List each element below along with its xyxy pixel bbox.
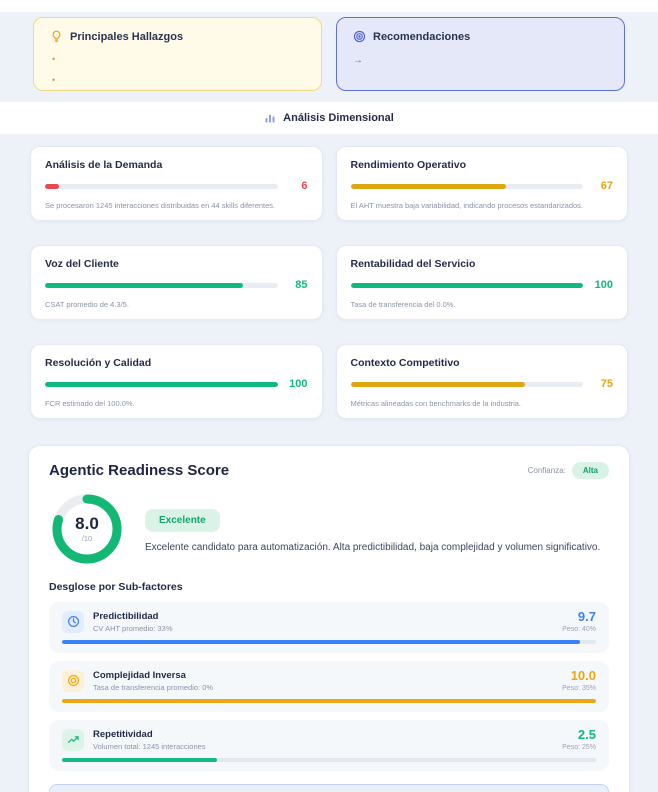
subfactor-weight: Peso: 40% [562, 626, 596, 633]
finding-bullet: • [52, 54, 56, 64]
subfactor-bar-track [62, 758, 596, 762]
dimension-title: Contexto Competitivo [350, 357, 460, 369]
dimension-title: Rendimiento Operativo [350, 159, 467, 171]
gauge-score-max: /10 [81, 534, 93, 543]
subfactor-detail: Tasa de transferencia promedio: 0% [93, 682, 214, 692]
dimension-score: 6 [301, 180, 308, 192]
subfactor-bar-fill [62, 640, 580, 644]
dimension-title: Voz del Cliente [45, 258, 119, 270]
clock-icon [62, 610, 84, 633]
subfactor-predictibilidad: Predictibilidad CV AHT promedio: 33% 9.7… [49, 602, 609, 653]
gauge-score: 8.0 [75, 514, 99, 533]
dimensional-header: Análisis Dimensional [0, 102, 658, 134]
recommendations-title: Recomendaciones [373, 30, 471, 43]
trend-up-icon [62, 728, 84, 751]
score-gauge: 8.0 /10 [49, 491, 125, 567]
methodology-note: Nota: El Agentic Readiness Score evalúa … [49, 784, 609, 792]
lightbulb-icon [50, 30, 63, 43]
finding-bullet: • [52, 75, 56, 85]
agentic-readiness-card: Agentic Readiness Score Confianza: Alta … [28, 445, 630, 792]
dimension-description: El AHT muestra baja variabilidad, indica… [350, 201, 584, 210]
dimension-grid: Análisis de la Demanda 6 Se procesaron 1… [0, 134, 658, 419]
subfactor-bar-track [62, 699, 596, 703]
dimension-title: Rentabilidad del Servicio [350, 258, 476, 270]
summary-row: Principales Hallazgos • • Recomendacione… [0, 12, 658, 91]
subfactor-bar-fill [62, 758, 217, 762]
subfactor-bar-track [62, 640, 596, 644]
subfactor-detail: Volumen total: 1245 interacciones [93, 741, 206, 751]
subfactor-complejidad: Complejidad Inversa Tasa de transferenci… [49, 661, 609, 712]
confidence-badge: Alta [571, 462, 609, 479]
findings-title: Principales Hallazgos [70, 30, 184, 43]
score-gauge-arc [52, 494, 122, 564]
recommendation-arrow: → [353, 55, 363, 66]
dimension-card-demanda: Análisis de la Demanda 6 Se procesaron 1… [30, 146, 323, 221]
dimension-title: Análisis de la Demanda [45, 159, 163, 171]
score-bar-fill [350, 381, 525, 387]
dimension-description: FCR estimado del 100.0%. [45, 399, 135, 408]
subfactor-value: 2.5 [577, 727, 596, 742]
subfactor-value: 9.7 [577, 609, 596, 624]
dimension-card-resolucion: Resolución y Calidad 100 FCR estimado de… [30, 344, 323, 419]
rating-badge: Excelente [145, 509, 220, 532]
subfactor-weight: Peso: 25% [562, 744, 596, 751]
subfactor-name: Predictibilidad [93, 610, 159, 622]
findings-card: Principales Hallazgos • • [33, 17, 322, 91]
agentic-title: Agentic Readiness Score [49, 462, 230, 479]
score-bar-track [350, 381, 583, 387]
dimension-card-rendimiento: Rendimiento Operativo 67 El AHT muestra … [335, 146, 628, 221]
score-bar-track [45, 183, 278, 189]
score-bar-track [350, 282, 583, 288]
subfactor-repetitividad: Repetitividad Volumen total: 1245 intera… [49, 720, 609, 771]
subfactor-name: Repetitividad [93, 728, 153, 740]
target-circles-icon [62, 669, 84, 692]
score-bar-fill [45, 183, 59, 189]
score-bar-fill [45, 381, 278, 387]
dimension-card-voz: Voz del Cliente 85 CSAT promedio de 4.3/… [30, 245, 323, 320]
subfactors-title: Desglose por Sub-factores [49, 581, 183, 593]
score-bar-track [45, 282, 278, 288]
confidence-label: Confianza: [527, 466, 566, 475]
dimension-description: Métricas alineadas con benchmarks de la … [350, 399, 522, 408]
dimension-description: Tasa de transferencia del 0.0%. [350, 300, 456, 309]
agentic-description: Excelente candidato para automatización.… [145, 542, 601, 553]
recommendations-card: Recomendaciones → [336, 17, 625, 91]
subfactor-detail: CV AHT promedio: 33% [93, 623, 173, 633]
top-band [0, 0, 658, 12]
dimension-title: Resolución y Calidad [45, 357, 152, 369]
dimension-score: 85 [295, 279, 308, 291]
score-bar-fill [350, 282, 583, 288]
target-icon [353, 30, 366, 43]
dimension-score: 100 [594, 279, 613, 291]
subfactor-weight: Peso: 35% [562, 685, 596, 692]
dimension-card-contexto: Contexto Competitivo 75 Métricas alinead… [335, 344, 628, 419]
score-bar-track [350, 183, 583, 189]
dimension-description: Se procesaron 1245 interacciones distrib… [45, 201, 276, 210]
subfactor-value: 10.0 [570, 668, 596, 683]
dimensional-title: Análisis Dimensional [283, 112, 394, 124]
dimension-score: 100 [289, 378, 308, 390]
score-bar-fill [45, 282, 243, 288]
subfactor-bar-fill [62, 699, 596, 703]
dimension-score: 67 [600, 180, 613, 192]
subfactor-name: Complejidad Inversa [93, 669, 186, 681]
bar-chart-icon [264, 112, 276, 124]
dimension-description: CSAT promedio de 4.3/5. [45, 300, 129, 309]
dimension-score: 75 [600, 378, 613, 390]
score-bar-fill [350, 183, 507, 189]
dimension-card-rentabilidad: Rentabilidad del Servicio 100 Tasa de tr… [335, 245, 628, 320]
score-bar-track [45, 381, 278, 387]
